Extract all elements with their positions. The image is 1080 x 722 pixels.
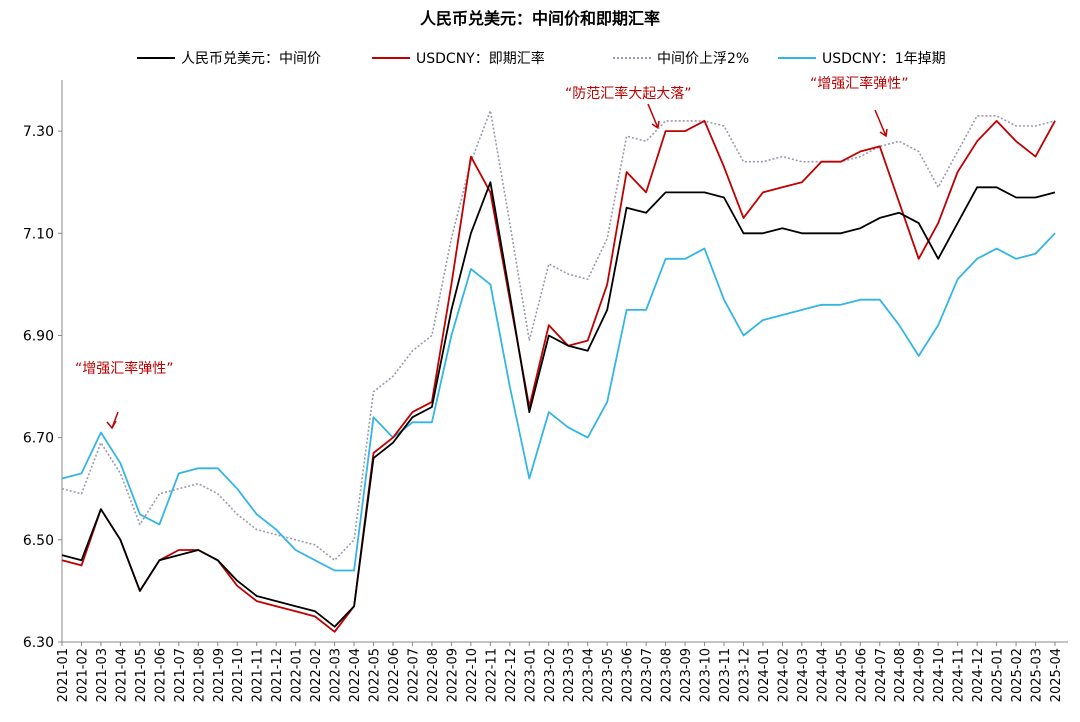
x-tick-label: 2022-12 bbox=[504, 648, 519, 702]
x-tick-label: 2024-07 bbox=[874, 648, 889, 702]
x-tick-label: 2023-06 bbox=[621, 648, 636, 702]
x-tick-label: 2024-08 bbox=[893, 648, 908, 702]
x-tick-label: 2024-06 bbox=[854, 648, 869, 702]
y-tick-label: 6.70 bbox=[23, 431, 54, 447]
y-tick-label: 6.50 bbox=[23, 533, 54, 549]
x-tick-label: 2021-11 bbox=[251, 648, 266, 702]
y-tick-label: 6.90 bbox=[23, 328, 54, 344]
x-tick-label: 2022-01 bbox=[290, 648, 305, 702]
x-tick-label: 2021-02 bbox=[75, 648, 90, 702]
x-tick-label: 2022-02 bbox=[309, 648, 324, 702]
x-tick-label: 2023-11 bbox=[718, 648, 733, 702]
annotation-arrows bbox=[106, 103, 888, 430]
x-tick-label: 2023-07 bbox=[640, 648, 655, 702]
x-tick-label: 2023-02 bbox=[543, 648, 558, 702]
x-tick-label: 2024-11 bbox=[952, 648, 967, 702]
x-tick-label: 2023-04 bbox=[582, 648, 597, 702]
x-tick-label: 2022-03 bbox=[329, 648, 344, 702]
series-line bbox=[61, 232, 1056, 572]
series-line bbox=[61, 109, 1056, 562]
annotation: “增强汇率弹性” bbox=[75, 360, 174, 377]
x-tick-label: 2021-01 bbox=[56, 648, 71, 702]
legend-label: USDCNY：即期汇率 bbox=[416, 50, 545, 67]
x-tick-label: 2025-03 bbox=[1030, 648, 1045, 702]
x-tick-label: 2024-12 bbox=[971, 648, 986, 702]
x-tick-label: 2021-03 bbox=[95, 648, 110, 702]
x-tick-label: 2021-10 bbox=[231, 648, 246, 702]
x-tick-label: 2022-11 bbox=[484, 648, 499, 702]
legend-label: 中间价上浮2% bbox=[657, 51, 749, 67]
series-line bbox=[61, 181, 1056, 628]
x-tick-label: 2023-10 bbox=[699, 648, 714, 702]
x-tick-label: 2025-04 bbox=[1049, 648, 1064, 702]
x-tick-label: 2021-09 bbox=[212, 648, 227, 702]
x-tick-label: 2024-01 bbox=[757, 648, 772, 702]
x-tick-label: 2022-06 bbox=[387, 648, 402, 702]
x-tick-label: 2024-04 bbox=[815, 648, 830, 702]
series-line bbox=[61, 120, 1056, 633]
x-tick-label: 2023-03 bbox=[562, 648, 577, 702]
x-tick-label: 2021-05 bbox=[134, 648, 149, 702]
legend-label: 人民币兑美元：中间价 bbox=[181, 51, 321, 67]
x-tick-label: 2024-02 bbox=[776, 648, 791, 702]
x-tick-label: 2025-01 bbox=[991, 648, 1006, 702]
x-tick-label: 2024-05 bbox=[835, 648, 850, 702]
x-tick-label: 2021-12 bbox=[270, 648, 285, 702]
x-tick-label: 2024-10 bbox=[932, 648, 947, 702]
annotation: “增强汇率弹性” bbox=[810, 75, 909, 92]
x-tick-label: 2024-09 bbox=[913, 648, 928, 702]
x-tick-label: 2023-05 bbox=[601, 648, 616, 702]
x-tick-label: 2022-10 bbox=[465, 648, 480, 702]
y-tick-label: 7.30 bbox=[23, 124, 54, 140]
annotation: “防范汇率大起大落” bbox=[565, 85, 692, 102]
x-tick-label: 2021-08 bbox=[192, 648, 207, 702]
y-tick-label: 6.30 bbox=[23, 635, 54, 651]
chart-title: 人民币兑美元：中间价和即期汇率 bbox=[420, 9, 660, 28]
x-tick-label: 2021-04 bbox=[114, 648, 129, 702]
x-tick-label: 2021-07 bbox=[173, 648, 188, 702]
x-tick-label: 2023-12 bbox=[737, 648, 752, 702]
x-tick-label: 2022-07 bbox=[406, 648, 421, 702]
x-tick-label: 2022-05 bbox=[368, 648, 383, 702]
x-tick-label: 2025-02 bbox=[1010, 648, 1025, 702]
x-tick-label: 2022-04 bbox=[348, 648, 363, 702]
y-tick-label: 7.10 bbox=[23, 226, 54, 242]
x-tick-label: 2024-03 bbox=[796, 648, 811, 702]
x-tick-label: 2023-08 bbox=[660, 648, 675, 702]
x-tick-label: 2022-09 bbox=[445, 648, 460, 702]
x-tick-label: 2022-08 bbox=[426, 648, 441, 702]
legend-label: USDCNY：1年掉期 bbox=[822, 51, 946, 67]
x-tick-label: 2023-09 bbox=[679, 648, 694, 702]
x-tick-label: 2023-01 bbox=[523, 648, 538, 702]
x-tick-label: 2021-06 bbox=[153, 648, 168, 702]
